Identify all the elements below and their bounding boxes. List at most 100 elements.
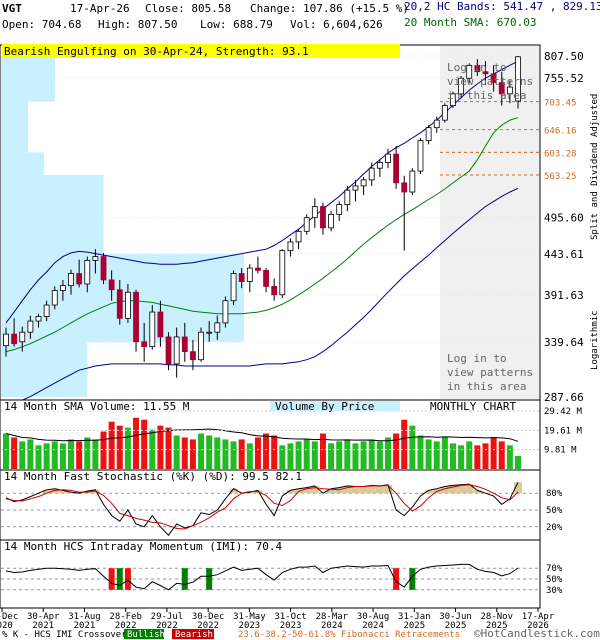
volume-tick-label: 19.61 M: [544, 426, 583, 436]
volume-bar: [173, 435, 180, 469]
price-tick-label: 495.60: [544, 211, 584, 224]
date-tick-label: 29-Jul: [151, 612, 184, 622]
candle-body: [125, 291, 131, 319]
volume-bar: [165, 427, 172, 469]
imi-line: [5, 563, 519, 591]
volume-bar: [482, 443, 489, 469]
imi-tick-label: 70%: [546, 564, 563, 574]
volume-bar: [222, 439, 229, 469]
vbp-band: [1, 56, 55, 78]
vbp-band: [1, 101, 28, 130]
candle-body: [401, 182, 408, 193]
candle-body: [214, 322, 221, 333]
imi-signal-bar: [409, 568, 416, 590]
volume-bar: [133, 417, 140, 469]
imi-tick-label: 30%: [546, 586, 563, 596]
candle-body: [92, 256, 99, 261]
locked-pattern-area: [440, 46, 539, 399]
bullish-label: Bullish: [127, 630, 165, 640]
imi-signal-bar: [206, 568, 213, 590]
price-tick-label: 646.16: [544, 127, 577, 137]
candle-body: [149, 311, 156, 348]
candle-body: [84, 259, 91, 285]
volume-bar: [319, 433, 326, 469]
date-tick-year: 2021: [32, 621, 54, 631]
volume-bar: [100, 431, 107, 469]
volume-bar: [35, 445, 42, 469]
date-tick-label: 28-Feb: [109, 612, 142, 622]
date-tick-label: 31-Jan: [398, 612, 431, 622]
volume-bar: [254, 437, 261, 469]
lower-band-line: [5, 187, 519, 407]
volume-bar: [263, 433, 270, 469]
candle-body: [11, 333, 18, 345]
login-line-1: Log in to: [447, 61, 507, 74]
candle-body: [271, 286, 278, 296]
candle-body: [368, 167, 375, 181]
bullish-swatch: [124, 629, 164, 639]
imi-signal-bar: [116, 568, 123, 590]
candle-body: [498, 82, 505, 95]
volume-bar: [51, 441, 58, 469]
login-line-3b: in this area: [447, 380, 526, 393]
candle-body: [173, 336, 180, 365]
vbp-band: [1, 342, 88, 397]
vbp-band: [1, 175, 104, 218]
candle-body: [409, 170, 416, 193]
candle-body: [311, 206, 318, 219]
symbol: VGT: [2, 2, 22, 15]
volume-bar: [238, 439, 245, 469]
candle-body: [230, 273, 237, 302]
candle-body: [35, 316, 42, 322]
stoch-d-line: [5, 484, 519, 530]
stoch-tick-label: 50%: [546, 506, 563, 516]
candle-body: [190, 351, 196, 361]
candle-body: [376, 162, 383, 169]
volume-bar: [498, 441, 505, 469]
volume-bar: [124, 427, 131, 469]
volume-bar: [157, 425, 164, 469]
brand-label: ©HotCandlestick.com: [474, 627, 600, 640]
stoch-tick-label: 20%: [546, 523, 563, 533]
candle-body: [246, 267, 253, 282]
bands-layer: [5, 60, 519, 407]
candle-body: [181, 336, 188, 353]
stoch-panel: [0, 469, 541, 541]
candle-body: [425, 127, 432, 142]
volume-bar: [352, 443, 359, 469]
candle-body: [320, 206, 326, 229]
adjusted-label: Split and Dividend Adjusted: [590, 94, 600, 240]
sma-line: [5, 117, 519, 353]
volume-value: Vol: 6,604,626: [290, 18, 383, 31]
candle-body: [198, 331, 204, 361]
date-tick-label: 28-Mar: [316, 612, 349, 622]
volume-bar: [27, 439, 34, 469]
volume-bar: [149, 429, 156, 469]
stoch-title: 14 Month Fast Stochastic (%K) (%D): 99.5…: [4, 470, 302, 483]
volume-bar: [295, 441, 302, 469]
vbp-band: [1, 152, 45, 176]
date-tick-label: 31-Aug: [68, 612, 101, 622]
date-tick-label: 30-Dec: [192, 612, 225, 622]
date-tick-year: 2025: [486, 621, 508, 631]
volume-bar: [59, 443, 66, 469]
price-tick-label: 287.66: [544, 391, 584, 404]
fib-label: 23.6-38.2-50-61.8% Fibonacci Retracement…: [238, 630, 460, 640]
candle-body: [474, 64, 481, 73]
candles-layer: [3, 56, 521, 378]
open-value: Open: 704.68: [2, 18, 81, 31]
candle-body: [157, 311, 164, 338]
stoch-title-bg: [2, 471, 282, 481]
candle-body: [279, 250, 286, 296]
date-tick-label: 30-Aug: [357, 612, 390, 622]
volume-sma-line: [5, 428, 519, 442]
fibonacci-lines: [440, 101, 539, 176]
candle-body: [19, 331, 26, 343]
volume-bar: [449, 443, 456, 469]
candle-body: [238, 273, 245, 282]
date-tick-year: 2024: [362, 621, 384, 631]
volume-bar: [287, 443, 294, 469]
volume-bar: [474, 445, 481, 469]
volume-bar: [393, 433, 400, 469]
